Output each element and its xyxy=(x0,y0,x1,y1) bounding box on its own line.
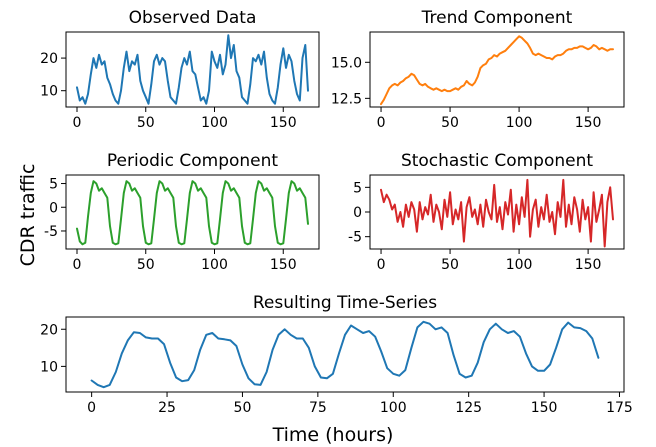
panel-title: Trend Component xyxy=(421,8,573,28)
figure-xlabel: Time (hours) xyxy=(272,424,394,446)
panel-stochastic: 0 50 100 150 -5 0 5 Stochastic Component xyxy=(348,151,625,273)
x-tick-label: 50 xyxy=(441,257,459,273)
x-tick-label: 125 xyxy=(455,400,482,416)
x-tick-label: 0 xyxy=(73,115,82,131)
x-tick-label: 0 xyxy=(87,400,96,416)
series-line xyxy=(90,320,600,389)
y-tick-label: -5 xyxy=(44,224,58,240)
y-tick-label: 15.0 xyxy=(331,55,362,71)
panel-title: Stochastic Component xyxy=(401,151,593,171)
series-line xyxy=(380,178,614,248)
x-tick-label: 0 xyxy=(73,257,82,273)
x-tick-label: 100 xyxy=(201,115,228,131)
y-tick-label: 20 xyxy=(40,51,58,67)
series-line xyxy=(76,34,309,105)
x-tick-label: 100 xyxy=(201,257,228,273)
x-tick-label: 100 xyxy=(506,115,533,131)
figure-ylabel: CDR traffic xyxy=(17,164,39,267)
axes-frame xyxy=(65,316,625,393)
x-tick-label: 0 xyxy=(377,115,386,131)
axes-frame xyxy=(369,31,625,108)
y-tick-label: 12.5 xyxy=(331,91,362,107)
y-tick-label: -5 xyxy=(348,230,362,246)
x-tick-label: 50 xyxy=(137,257,155,273)
y-tick-label: 0 xyxy=(49,200,58,216)
panel-title: Observed Data xyxy=(129,8,257,28)
panel-resulting: 0 25 50 75 100 125 150 175 10 20 Resulting Time-Se… xyxy=(40,293,633,416)
x-tick-label: 25 xyxy=(158,400,176,416)
x-tick-label: 75 xyxy=(309,400,327,416)
axes-frame xyxy=(65,174,320,250)
y-tick-label: 5 xyxy=(353,180,362,196)
x-tick-label: 150 xyxy=(270,115,297,131)
panel-trend: 0 50 100 150 12.5 15.0 Trend Component xyxy=(331,8,625,131)
x-tick-label: 175 xyxy=(606,400,633,416)
x-tick-label: 100 xyxy=(506,257,533,273)
x-tick-label: 50 xyxy=(234,400,252,416)
x-tick-label: 0 xyxy=(377,257,386,273)
axes-frame xyxy=(65,31,320,108)
x-tick-label: 50 xyxy=(137,115,155,131)
panel-title: Periodic Component xyxy=(107,151,279,171)
x-tick-label: 150 xyxy=(575,115,602,131)
y-tick-label: 10 xyxy=(40,84,58,100)
y-tick-label: 0 xyxy=(353,205,362,221)
series-line xyxy=(76,180,309,246)
x-tick-label: 150 xyxy=(575,257,602,273)
y-tick-label: 5 xyxy=(49,177,58,193)
y-tick-label: 20 xyxy=(40,322,58,338)
y-tick-label: 10 xyxy=(40,359,58,375)
x-tick-label: 50 xyxy=(441,115,459,131)
panel-observed: 0 50 100 150 10 20 Observed Data xyxy=(40,8,320,131)
panel-periodic: 0 50 100 150 -5 0 5 Periodic Component xyxy=(44,151,320,273)
x-tick-label: 100 xyxy=(380,400,407,416)
series-line xyxy=(380,35,614,106)
x-tick-label: 150 xyxy=(531,400,558,416)
x-tick-label: 150 xyxy=(270,257,297,273)
panel-title: Resulting Time-Series xyxy=(253,293,437,313)
